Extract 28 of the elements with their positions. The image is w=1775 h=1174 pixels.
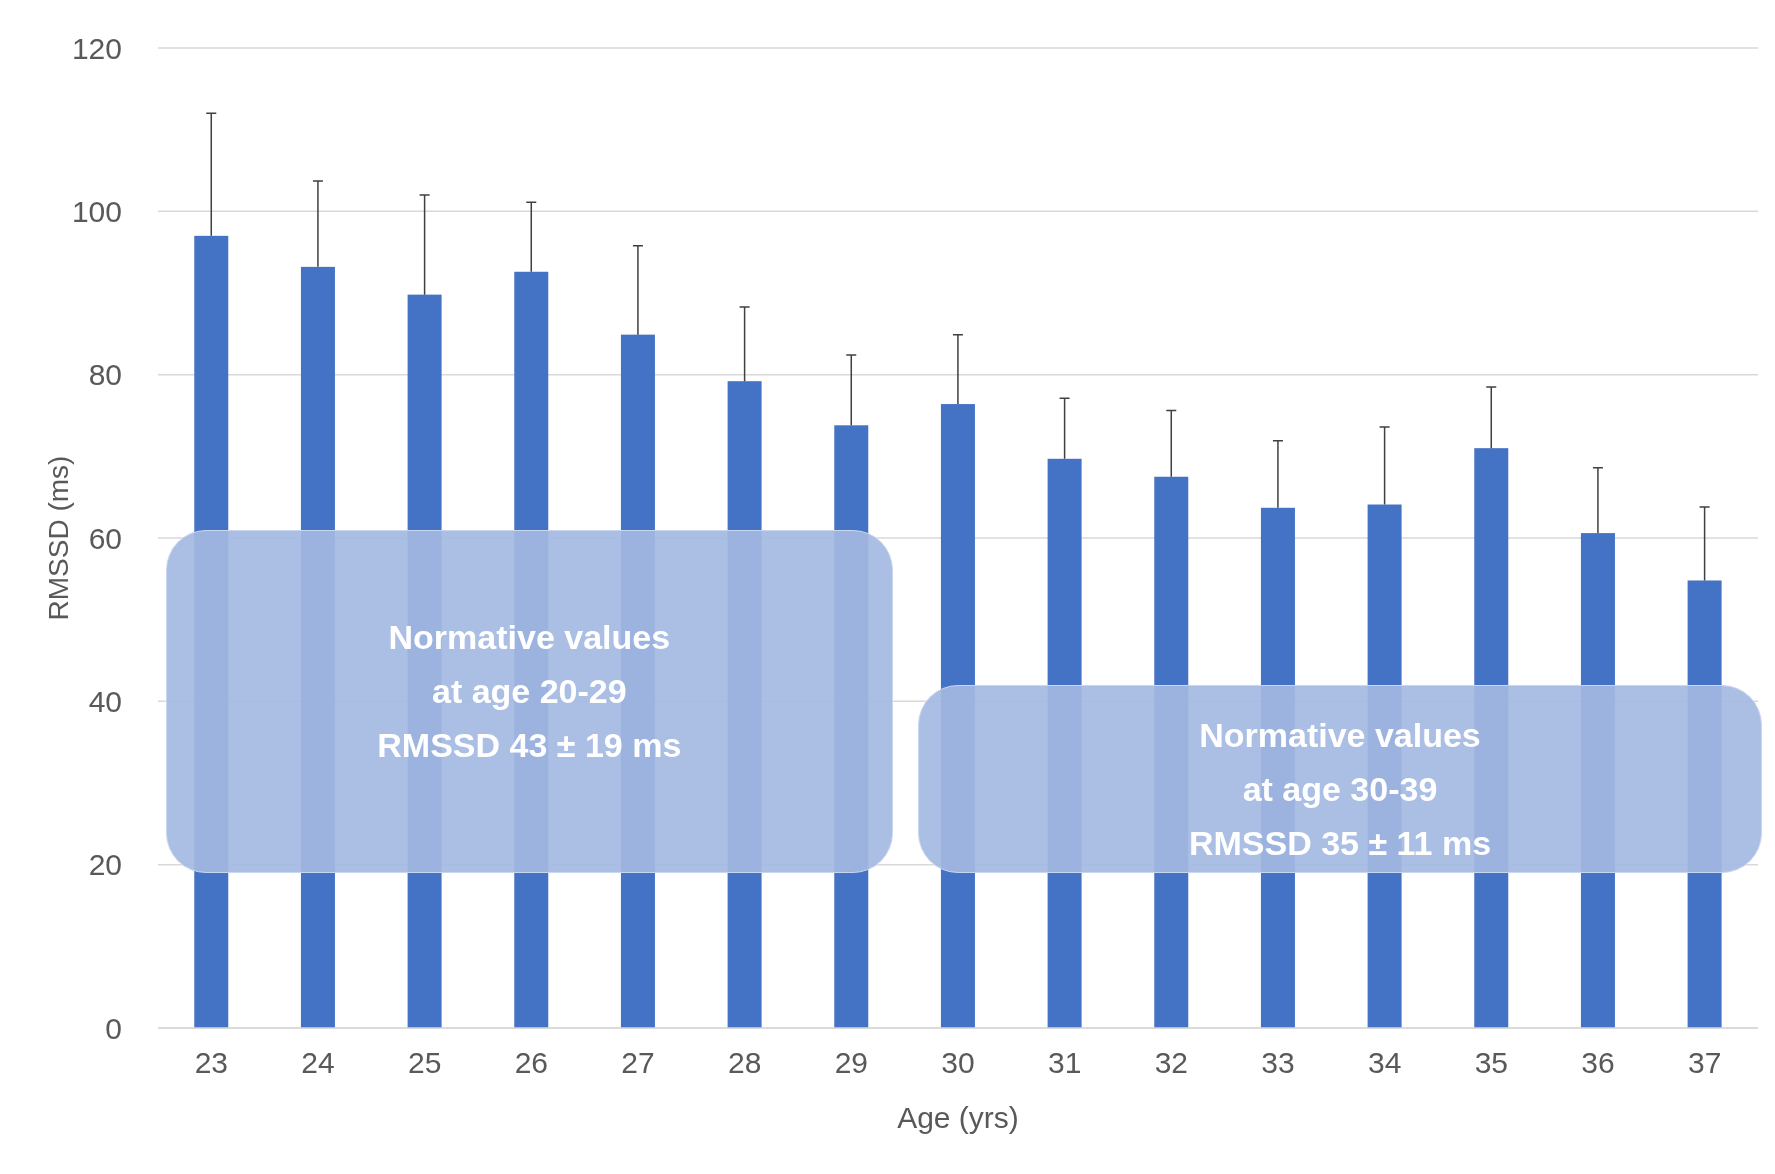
y-tick-label: 40 (88, 684, 122, 718)
y-tick-label: 100 (71, 194, 122, 228)
x-tick-label: 23 (194, 1046, 229, 1080)
y-tick-label: 0 (105, 1011, 122, 1045)
text-box: Normative values at age 30-39 RMSSD 35 ± 11 ms (918, 684, 1762, 873)
x-tick-label: 37 (1687, 1046, 1722, 1080)
x-tick-label: 29 (834, 1046, 869, 1080)
x-tick-label: 33 (1261, 1046, 1295, 1080)
x-tick-label: 27 (621, 1046, 655, 1080)
y-tick-label: 120 (71, 31, 122, 65)
x-tick-label: 34 (1367, 1046, 1402, 1080)
y-axis-title: RMSSD (ms) (42, 455, 74, 621)
x-axis-title: Age (yrs) (897, 1101, 1019, 1134)
y-tick-label: 80 (88, 358, 122, 392)
y-tick-label: 20 (88, 848, 122, 882)
x-tick-label: 36 (1581, 1046, 1615, 1080)
x-tick-label: 26 (514, 1046, 549, 1080)
x-tick-label: 35 (1474, 1046, 1509, 1080)
x-tick-label: 30 (941, 1046, 975, 1080)
x-tick-label: 24 (301, 1046, 335, 1080)
x-tick-label: 32 (1154, 1046, 1189, 1080)
x-tick-label: 28 (727, 1046, 762, 1080)
x-tick-label: 25 (407, 1046, 442, 1080)
annotation: Normative values at age 20-29 RMSSD 43 ± 19 ms (377, 617, 682, 767)
annotation: Normative values at age 30-39 RMSSD 35 ± 11 ms (1188, 714, 1492, 864)
text-box: Normative values at age 20-29 RMSSD 43 ± 19 ms (166, 529, 893, 873)
y-tick-label: 60 (88, 521, 122, 555)
x-tick-label: 31 (1047, 1046, 1082, 1080)
